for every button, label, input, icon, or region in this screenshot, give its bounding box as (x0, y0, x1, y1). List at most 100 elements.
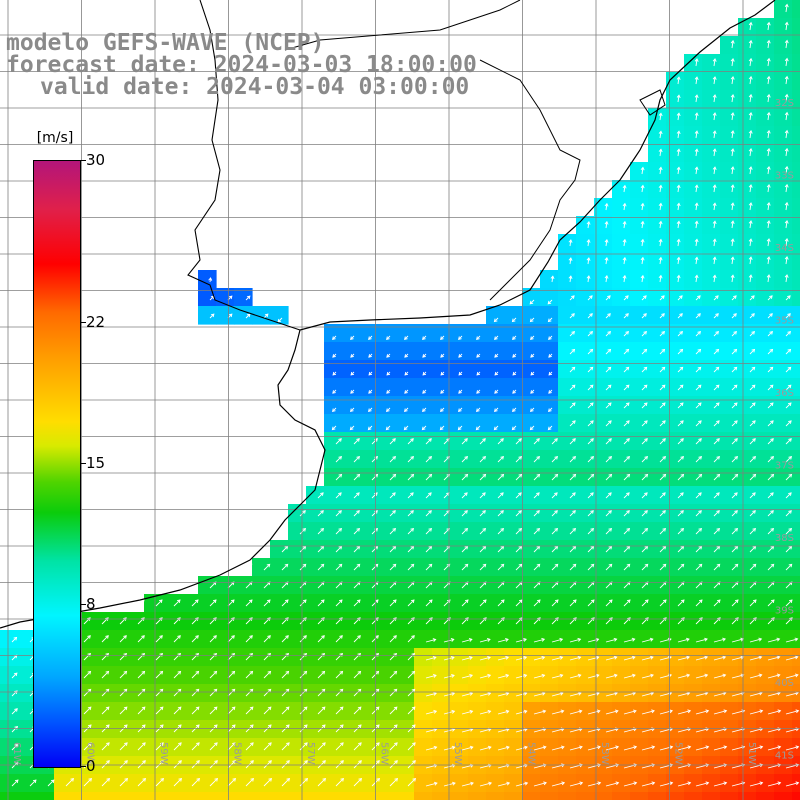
wind-speed-cell (630, 180, 649, 199)
wind-arrow (353, 492, 360, 499)
wind-speed-cell (792, 468, 800, 487)
wind-arrow (695, 545, 703, 553)
wind-speed-cell (540, 324, 559, 343)
wind-arrow (461, 599, 469, 607)
wind-speed-cell (540, 576, 559, 595)
colorbar-tick-label: 15 (86, 454, 106, 472)
wind-speed-cell (612, 378, 631, 397)
wind-speed-cell (612, 630, 631, 649)
wind-speed-cell (702, 54, 721, 73)
wind-speed-cell (396, 792, 415, 800)
wind-speed-cell (468, 594, 487, 613)
wind-arrow (155, 635, 163, 643)
wind-arrow (731, 420, 738, 427)
wind-speed-cell (540, 684, 559, 703)
wind-arrow (497, 673, 510, 679)
wind-arrow (530, 353, 535, 358)
wind-speed-cell (630, 738, 649, 757)
wind-arrow (695, 745, 710, 751)
wind-speed-cell (630, 576, 649, 595)
wind-speed-cell (396, 630, 415, 649)
wind-speed-cell (630, 360, 649, 379)
wind-speed-cell (450, 594, 469, 613)
wind-arrow (694, 274, 699, 283)
wind-arrow (676, 76, 681, 85)
colorbar-tick-label: 0 (86, 757, 96, 775)
wind-arrow (529, 425, 535, 431)
wind-speed-cell (612, 288, 631, 307)
wind-arrow (658, 112, 663, 121)
wind-speed-cell (396, 414, 415, 433)
wind-arrow (458, 407, 463, 412)
wind-speed-cell (450, 396, 469, 415)
wind-arrow (569, 745, 583, 751)
wind-speed-cell (468, 396, 487, 415)
wind-speed-cell (756, 738, 775, 757)
wind-arrow (677, 313, 683, 319)
wind-arrow (623, 545, 631, 553)
wind-speed-cell (324, 540, 343, 559)
wind-speed-cell (738, 612, 757, 631)
wind-speed-cell (450, 648, 469, 667)
wind-speed-cell (360, 450, 379, 469)
wind-speed-cell (612, 360, 631, 379)
wind-speed-cell (648, 558, 667, 577)
wind-speed-cell (738, 252, 757, 271)
wind-arrow (767, 384, 774, 391)
wind-arrow (713, 384, 720, 391)
wind-speed-cell (666, 774, 685, 793)
wind-speed-cell (486, 468, 505, 487)
wind-arrow (407, 527, 415, 535)
wind-speed-cell (144, 774, 163, 793)
wind-arrow (407, 510, 414, 517)
wind-speed-cell (756, 18, 775, 37)
wind-speed-cell (792, 450, 800, 469)
wind-arrow (119, 688, 128, 697)
wind-arrow (713, 673, 727, 679)
wind-speed-cell (594, 396, 613, 415)
wind-arrow (551, 563, 559, 571)
wind-arrow (425, 745, 438, 751)
wind-arrow (83, 635, 91, 643)
wind-arrow (533, 655, 546, 661)
wind-arrow (331, 425, 337, 431)
wind-arrow (604, 256, 609, 265)
wind-speed-cell (360, 774, 379, 793)
wind-speed-cell (720, 126, 739, 145)
wind-arrow (101, 706, 110, 715)
wind-speed-cell (612, 252, 631, 271)
wind-arrow (371, 599, 379, 607)
wind-arrow (530, 407, 535, 412)
wind-speed-cell (612, 738, 631, 757)
wind-speed-cell (774, 450, 793, 469)
wind-arrow (551, 599, 559, 607)
wind-speed-cell (648, 720, 667, 739)
wind-speed-cell (342, 720, 361, 739)
wind-arrow (695, 402, 702, 409)
colorbar-tick-mark (80, 604, 86, 606)
wind-speed-cell (558, 738, 577, 757)
wind-arrow (350, 353, 355, 358)
wind-arrow (461, 709, 474, 715)
wind-speed-cell (702, 468, 721, 487)
wind-speed-cell (702, 522, 721, 541)
wind-arrow (476, 353, 481, 358)
wind-speed-cell (468, 324, 487, 343)
wind-arrow (587, 691, 600, 697)
wind-speed-cell (342, 504, 361, 523)
wind-arrow (404, 407, 409, 412)
wind-speed-cell (666, 396, 685, 415)
wind-arrow (785, 563, 793, 571)
wind-speed-cell (702, 234, 721, 253)
wind-speed-cell (594, 414, 613, 433)
wind-speed-cell (630, 216, 649, 235)
wind-speed-cell (594, 720, 613, 739)
wind-arrow (623, 348, 630, 355)
wind-speed-cell (342, 378, 361, 397)
wind-speed-cell (702, 396, 721, 415)
wind-arrow (730, 202, 735, 211)
wind-arrow (389, 688, 398, 697)
wind-arrow (730, 148, 735, 157)
wind-speed-cell (306, 666, 325, 685)
